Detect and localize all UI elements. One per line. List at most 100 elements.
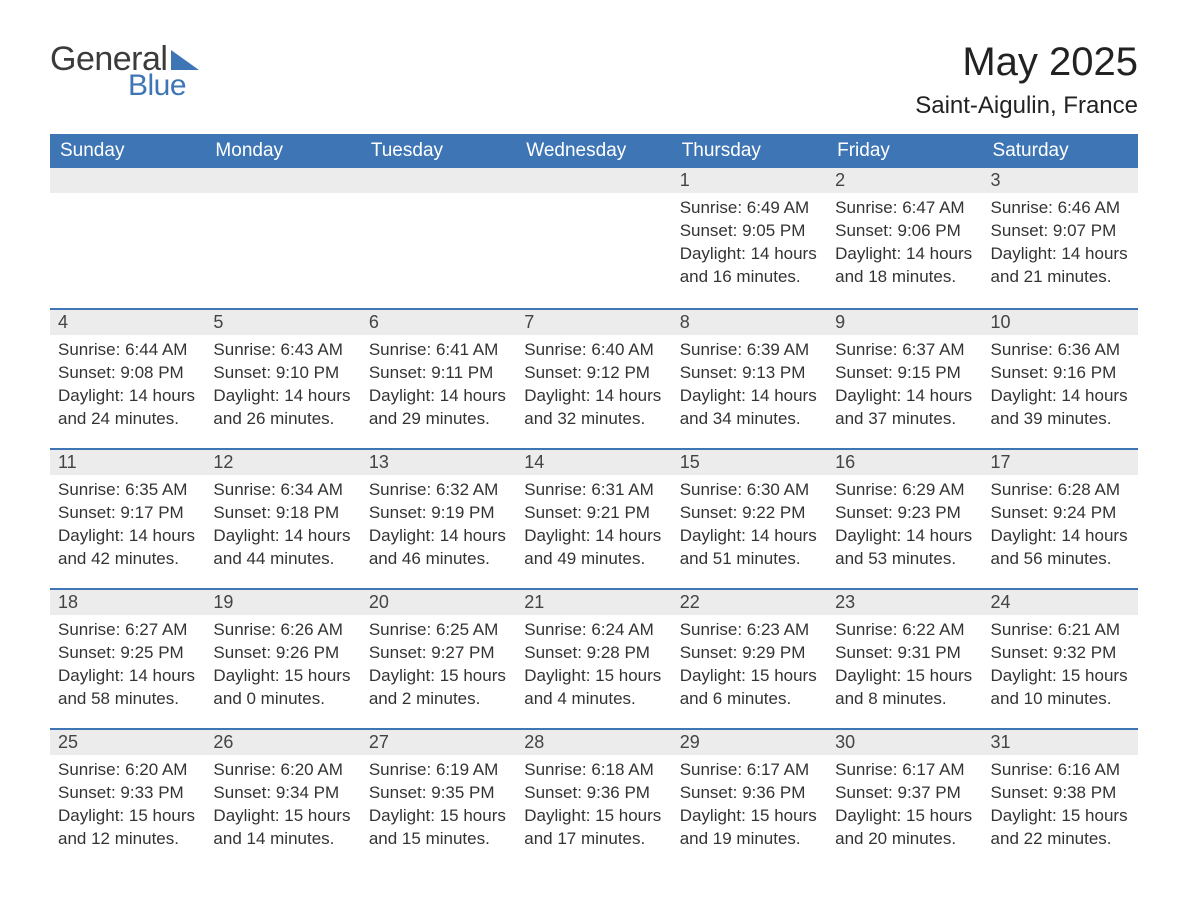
sunset-line: Sunset: 9:15 PM <box>835 362 974 385</box>
sunset-label: Sunset <box>524 783 577 802</box>
sunrise-line: Sunrise: 6:40 AM <box>524 339 663 362</box>
sunrise-line: Sunrise: 6:17 AM <box>835 759 974 782</box>
sunrise-label: Sunrise <box>991 480 1049 499</box>
sunrise-value: 6:49 AM <box>747 198 809 217</box>
sunset-line: Sunset: 9:12 PM <box>524 362 663 385</box>
calendar-day-cell: 14Sunrise: 6:31 AMSunset: 9:21 PMDayligh… <box>516 448 671 588</box>
sunrise-line: Sunrise: 6:18 AM <box>524 759 663 782</box>
daylight-line: Daylight: 14 hours and 51 minutes. <box>680 525 819 571</box>
day-details: Sunrise: 6:28 AMSunset: 9:24 PMDaylight:… <box>983 475 1138 577</box>
daylight-label: Daylight <box>991 244 1052 263</box>
day-details: Sunrise: 6:46 AMSunset: 9:07 PMDaylight:… <box>983 193 1138 295</box>
day-details: Sunrise: 6:23 AMSunset: 9:29 PMDaylight:… <box>672 615 827 717</box>
sunset-value: 9:16 PM <box>1053 363 1116 382</box>
sunset-line: Sunset: 9:07 PM <box>991 220 1130 243</box>
sunset-label: Sunset <box>991 221 1044 240</box>
sunset-line: Sunset: 9:35 PM <box>369 782 508 805</box>
top-row: General Blue May 2025 Saint-Aigulin, Fra… <box>50 40 1138 120</box>
sunset-label: Sunset <box>213 363 266 382</box>
sunrise-line: Sunrise: 6:35 AM <box>58 479 197 502</box>
sunset-value: 9:28 PM <box>587 643 650 662</box>
daylight-line: Daylight: 15 hours and 8 minutes. <box>835 665 974 711</box>
calendar-day-cell: 8Sunrise: 6:39 AMSunset: 9:13 PMDaylight… <box>672 308 827 448</box>
day-details: Sunrise: 6:32 AMSunset: 9:19 PMDaylight:… <box>361 475 516 577</box>
sunset-value: 9:12 PM <box>587 363 650 382</box>
sunset-value: 9:05 PM <box>742 221 805 240</box>
sunset-label: Sunset <box>680 221 733 240</box>
weekday-header: Thursday <box>672 134 827 168</box>
weekday-header: Sunday <box>50 134 205 168</box>
daylight-label: Daylight <box>991 526 1052 545</box>
daylight-line: Daylight: 14 hours and 58 minutes. <box>58 665 197 711</box>
day-details: Sunrise: 6:16 AMSunset: 9:38 PMDaylight:… <box>983 755 1138 857</box>
daylight-line: Daylight: 14 hours and 32 minutes. <box>524 385 663 431</box>
sunset-line: Sunset: 9:19 PM <box>369 502 508 525</box>
daylight-label: Daylight <box>835 386 896 405</box>
sunrise-label: Sunrise <box>524 760 582 779</box>
calendar-week-row: 18Sunrise: 6:27 AMSunset: 9:25 PMDayligh… <box>50 588 1138 728</box>
daylight-label: Daylight <box>680 666 741 685</box>
calendar-week-row: 25Sunrise: 6:20 AMSunset: 9:33 PMDayligh… <box>50 728 1138 868</box>
day-details: Sunrise: 6:20 AMSunset: 9:34 PMDaylight:… <box>205 755 360 857</box>
sunset-value: 9:18 PM <box>276 503 339 522</box>
calendar-day-cell: 15Sunrise: 6:30 AMSunset: 9:22 PMDayligh… <box>672 448 827 588</box>
sunset-value: 9:34 PM <box>276 783 339 802</box>
day-number: 30 <box>827 728 982 755</box>
sunrise-label: Sunrise <box>991 620 1049 639</box>
daylight-label: Daylight <box>835 526 896 545</box>
sunset-value: 9:36 PM <box>742 783 805 802</box>
sunrise-value: 6:18 AM <box>591 760 653 779</box>
sunrise-line: Sunrise: 6:29 AM <box>835 479 974 502</box>
day-number: 25 <box>50 728 205 755</box>
sunrise-line: Sunrise: 6:20 AM <box>213 759 352 782</box>
daylight-label: Daylight <box>213 386 274 405</box>
daylight-line: Daylight: 15 hours and 6 minutes. <box>680 665 819 711</box>
daylight-label: Daylight <box>991 666 1052 685</box>
daylight-label: Daylight <box>58 386 119 405</box>
calendar-day-cell: 27Sunrise: 6:19 AMSunset: 9:35 PMDayligh… <box>361 728 516 868</box>
calendar-day-cell: 21Sunrise: 6:24 AMSunset: 9:28 PMDayligh… <box>516 588 671 728</box>
sunset-value: 9:17 PM <box>120 503 183 522</box>
sunset-line: Sunset: 9:33 PM <box>58 782 197 805</box>
sunset-label: Sunset <box>835 221 888 240</box>
sunrise-value: 6:23 AM <box>747 620 809 639</box>
calendar-empty-cell <box>516 168 671 308</box>
sunset-value: 9:24 PM <box>1053 503 1116 522</box>
day-details: Sunrise: 6:19 AMSunset: 9:35 PMDaylight:… <box>361 755 516 857</box>
daylight-line: Daylight: 14 hours and 37 minutes. <box>835 385 974 431</box>
sunrise-value: 6:46 AM <box>1058 198 1120 217</box>
sunrise-label: Sunrise <box>680 340 738 359</box>
brand-name-part2: Blue <box>128 69 199 103</box>
sunset-label: Sunset <box>835 363 888 382</box>
sunrise-line: Sunrise: 6:43 AM <box>213 339 352 362</box>
sunrise-value: 6:24 AM <box>591 620 653 639</box>
sunset-line: Sunset: 9:37 PM <box>835 782 974 805</box>
sunset-label: Sunset <box>369 503 422 522</box>
calendar-empty-cell <box>205 168 360 308</box>
sunrise-value: 6:17 AM <box>902 760 964 779</box>
sunset-label: Sunset <box>369 643 422 662</box>
daylight-line: Daylight: 14 hours and 39 minutes. <box>991 385 1130 431</box>
day-details: Sunrise: 6:31 AMSunset: 9:21 PMDaylight:… <box>516 475 671 577</box>
sunset-value: 9:38 PM <box>1053 783 1116 802</box>
page-title: May 2025 <box>915 40 1138 84</box>
sunrise-label: Sunrise <box>835 198 893 217</box>
sunset-line: Sunset: 9:24 PM <box>991 502 1130 525</box>
day-details: Sunrise: 6:27 AMSunset: 9:25 PMDaylight:… <box>50 615 205 717</box>
day-details: Sunrise: 6:17 AMSunset: 9:37 PMDaylight:… <box>827 755 982 857</box>
sunrise-label: Sunrise <box>369 620 427 639</box>
sunset-line: Sunset: 9:36 PM <box>524 782 663 805</box>
sunset-line: Sunset: 9:36 PM <box>680 782 819 805</box>
day-details: Sunrise: 6:35 AMSunset: 9:17 PMDaylight:… <box>50 475 205 577</box>
daylight-line: Daylight: 14 hours and 46 minutes. <box>369 525 508 571</box>
sunrise-value: 6:25 AM <box>436 620 498 639</box>
sunset-value: 9:07 PM <box>1053 221 1116 240</box>
calendar-day-cell: 1Sunrise: 6:49 AMSunset: 9:05 PMDaylight… <box>672 168 827 308</box>
day-number: 23 <box>827 588 982 615</box>
sunset-value: 9:08 PM <box>120 363 183 382</box>
sunrise-line: Sunrise: 6:20 AM <box>58 759 197 782</box>
sunset-label: Sunset <box>213 503 266 522</box>
calendar-day-cell: 11Sunrise: 6:35 AMSunset: 9:17 PMDayligh… <box>50 448 205 588</box>
calendar-table: SundayMondayTuesdayWednesdayThursdayFrid… <box>50 134 1138 868</box>
daylight-line: Daylight: 15 hours and 10 minutes. <box>991 665 1130 711</box>
